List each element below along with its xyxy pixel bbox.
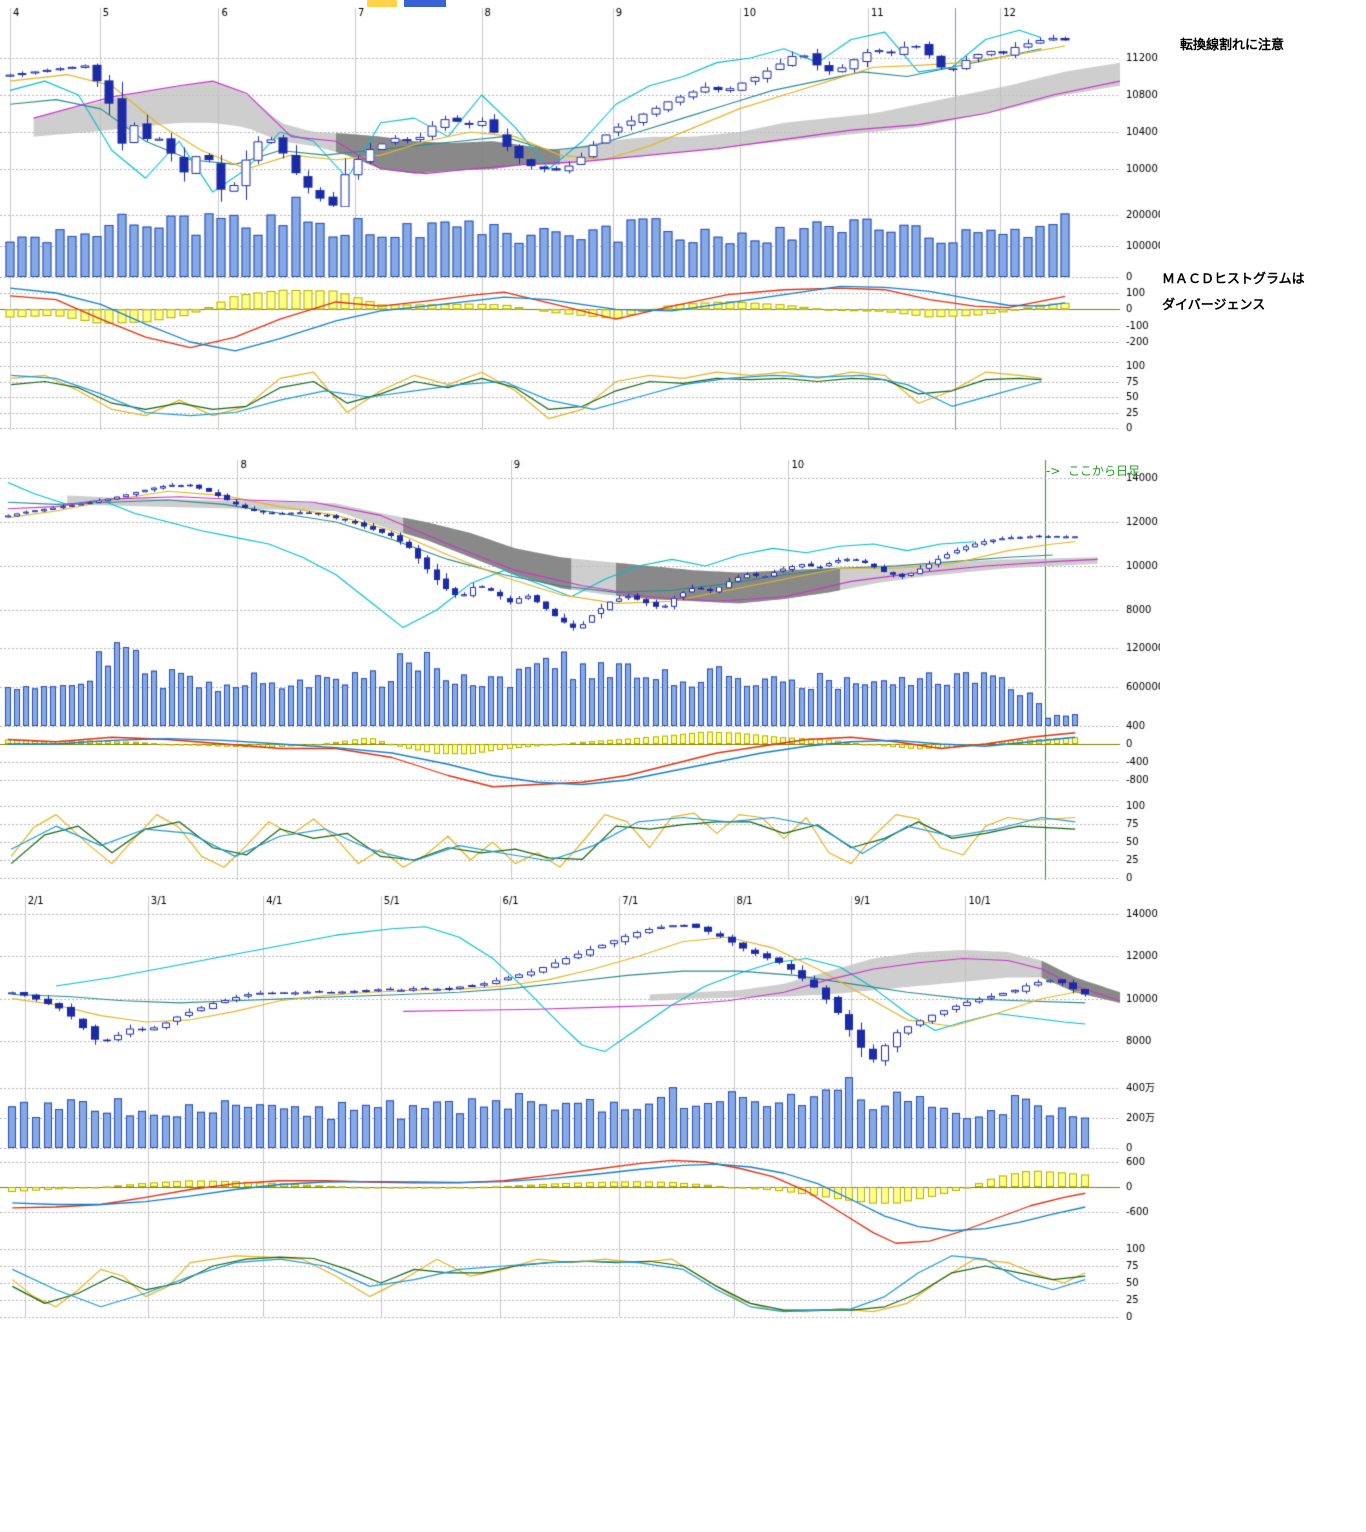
legend-fragment-yellow (367, 0, 397, 7)
legend-fragment-blue (404, 0, 446, 7)
note-tenkansen-break: 転換線割れに注意 (1180, 38, 1285, 53)
note-daily-from-here: -> ここから日足 (1046, 464, 1141, 478)
weekly-chart-canvas (0, 0, 1160, 440)
note-macd-histogram-line1: ＭＡＣＤヒストグラムは (1162, 272, 1305, 287)
daily-chart-canvas (0, 452, 1160, 886)
note-macd-histogram-line2: ダイバージェンス (1162, 298, 1266, 313)
daily-year-chart-canvas (0, 888, 1160, 1320)
